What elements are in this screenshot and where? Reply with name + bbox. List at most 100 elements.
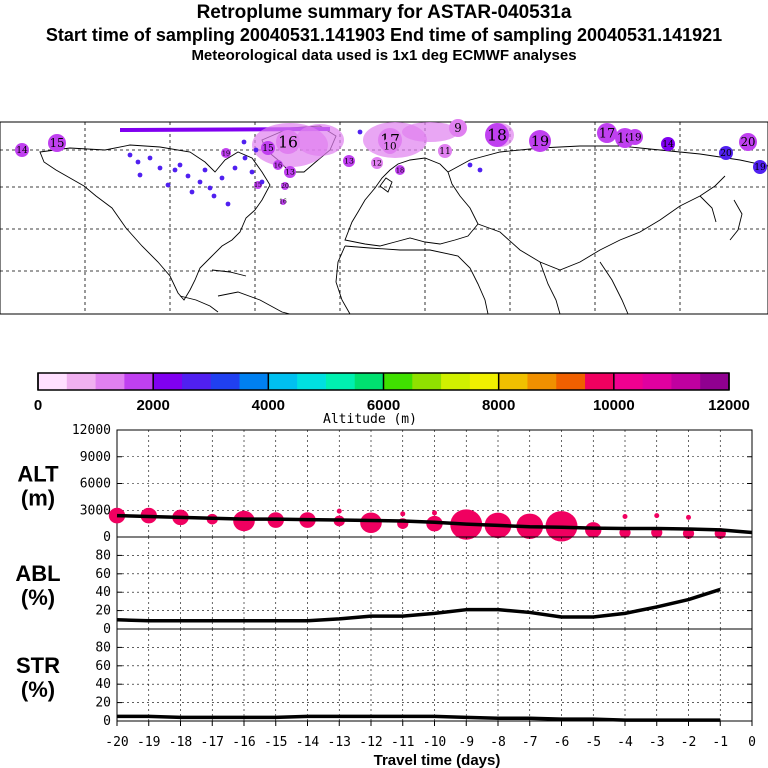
x-tick-label: -5: [585, 735, 601, 750]
y-tick-label: 3000: [80, 503, 111, 518]
colorbar-tick-label: 10000: [593, 397, 635, 414]
trajectory-dot: [219, 175, 225, 181]
x-tick-label: -6: [554, 735, 570, 750]
trajectory-dot: [477, 167, 483, 173]
y-tick-label: 12000: [72, 423, 111, 438]
colorbar-segment: [441, 373, 471, 390]
x-tick-label: -8: [490, 735, 506, 750]
x-tick-label: -1: [712, 735, 728, 750]
colorbar-segment: [556, 373, 586, 390]
plume-marker: [280, 199, 286, 205]
plume-marker-label: 15: [50, 136, 65, 150]
plume-marker-label: 15: [262, 144, 274, 154]
colorbar-segment: [210, 373, 241, 390]
colorbar-segment: [642, 373, 672, 390]
altitude-colorbar: 0 2000 4000 6000 8000 10000 12000: [34, 372, 750, 414]
colorbar-segment: [239, 373, 269, 390]
colorbar-tick-label: 8000: [482, 397, 515, 414]
plume-marker-label: 9: [454, 121, 461, 135]
trajectory-dot: [147, 155, 153, 161]
panel-ylabel: ALT: [17, 462, 59, 487]
trajectory-dot: [357, 129, 363, 135]
colorbar-segment: [325, 373, 356, 390]
alt-bubble-high: [686, 514, 691, 520]
trajectory-dot: [211, 193, 217, 199]
plume-marker-label: 16: [279, 198, 287, 205]
y-tick-label: 60: [95, 659, 111, 674]
plume-marker: [281, 182, 289, 190]
colorbar-segment: [412, 373, 442, 390]
colorbar-label: Altitude (m): [323, 412, 417, 427]
alt-bubble: [360, 512, 382, 533]
y-tick-label: 80: [95, 548, 111, 563]
x-tick-label: 0: [748, 735, 756, 750]
x-tick-label: -19: [137, 735, 160, 750]
plume-marker-label: 15: [254, 182, 262, 189]
colorbar-tick-label: 6000: [367, 397, 400, 414]
plume-marker-label: 20: [741, 135, 756, 149]
plume-marker: [221, 148, 231, 158]
x-tick-label: -18: [169, 735, 192, 750]
x-axis-label: Travel time (days): [374, 752, 501, 768]
panel-yunit: (%): [21, 677, 55, 702]
x-tick-label: -3: [649, 735, 665, 750]
trajectory-dot: [165, 182, 171, 188]
x-tick-label: -20: [105, 735, 128, 750]
plume-marker: [48, 134, 66, 152]
colorbar-segment: [383, 373, 413, 390]
trajectory-dot: [197, 179, 203, 185]
y-tick-label: 0: [103, 622, 111, 637]
plume-marker: [15, 143, 29, 157]
trajectory-dot: [241, 139, 247, 145]
colorbar-segment: [498, 373, 528, 390]
colorbar-segment: [124, 373, 154, 390]
x-tick-label: -12: [359, 735, 382, 750]
plume-marker: [661, 137, 675, 151]
y-tick-label: 40: [95, 677, 111, 692]
plume-marker: [382, 138, 398, 154]
x-tick-label: -9: [458, 735, 474, 750]
colorbar-tick-label: 2000: [136, 397, 169, 414]
colorbar-tick-label: 4000: [252, 397, 285, 414]
y-tick-label: 0: [103, 714, 111, 729]
colorbar-segment: [354, 373, 384, 390]
plume-marker-label: 20: [720, 149, 732, 159]
plume-marker: [485, 123, 509, 147]
y-tick-label: 0: [103, 530, 111, 545]
colorbar-tick-label: 0: [34, 397, 42, 414]
trajectory-dot: [177, 162, 183, 168]
plume-markers: 1415161718199101112131718192014201915161…: [15, 119, 767, 207]
coastlines: [39, 125, 768, 315]
plume-marker: [261, 141, 275, 155]
plume-marker: [343, 155, 355, 167]
plume-marker-label: 17: [599, 127, 616, 142]
trajectory-dot: [232, 165, 238, 171]
plume-marker: [753, 160, 767, 174]
trajectory-dot: [467, 162, 473, 168]
colorbar-segment: [613, 373, 644, 390]
colorbar-segment: [95, 373, 125, 390]
plume-marker-label: 19: [531, 134, 549, 150]
trajectory-dot: [189, 189, 195, 195]
series-line-str: [117, 714, 721, 722]
colorbar-segment: [153, 373, 183, 390]
trajectory-dot: [157, 165, 163, 171]
plume-marker-label: 14: [662, 140, 674, 150]
plume-marker-label: 20: [281, 183, 289, 190]
trajectory-dot: [135, 159, 141, 165]
time-series-panels: 030006000900012000ALT(m)020406080ABL(%)0…: [15, 423, 756, 750]
trajectory-dot: [253, 147, 259, 153]
plume-marker-label: 16: [274, 161, 282, 169]
colorbar-segment: [66, 373, 97, 390]
panel-yunit: (%): [21, 585, 55, 610]
plume-marker: [719, 146, 733, 160]
plume-marker: [449, 119, 467, 137]
trajectory-dot: [172, 167, 178, 173]
plume-marker-label: 18: [396, 166, 404, 174]
x-tick-label: -16: [232, 735, 255, 750]
plume-marker-label: 14: [16, 146, 28, 156]
x-tick-label: -13: [328, 735, 351, 750]
trajectory-dot: [225, 201, 231, 207]
plume-marker-label: 11: [439, 147, 451, 157]
plume-blob: [296, 124, 344, 156]
